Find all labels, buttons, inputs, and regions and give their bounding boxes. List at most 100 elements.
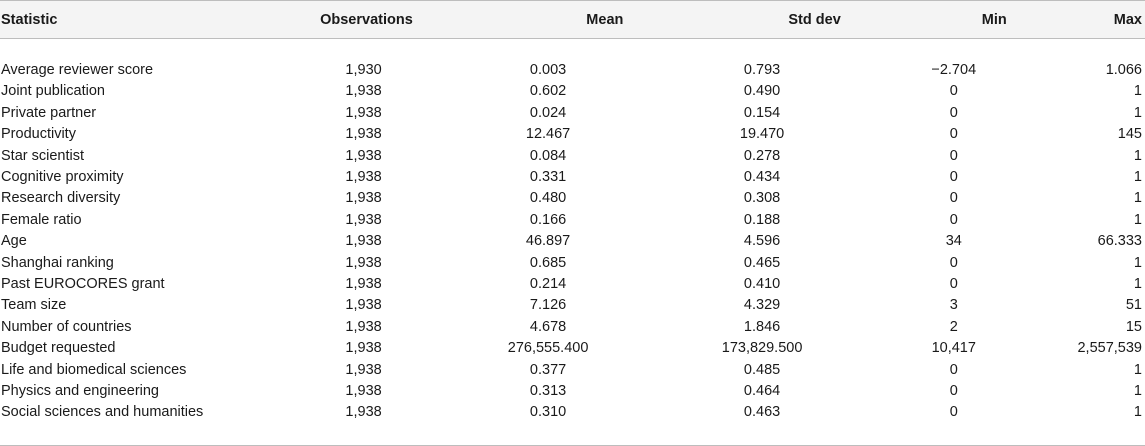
cell-std-dev: 0.490 — [743, 83, 781, 100]
cell-statistic: Life and biomedical sciences — [1, 361, 187, 378]
cell-min: −2.704 — [931, 61, 977, 78]
table-row: Physics and engineering 1,938 0.313 0.464 0 1 — [0, 381, 1145, 402]
table-row: Private partner 1,938 0.024 0.154 0 1 — [0, 103, 1145, 124]
cell-mean: 0.166 — [529, 211, 567, 228]
cell-max: 145 — [1117, 126, 1142, 143]
cell-mean: 0.310 — [529, 404, 567, 421]
cell-statistic: Age — [1, 233, 27, 250]
cell-statistic: Average reviewer score — [1, 61, 154, 78]
cell-observations: 1,938 — [345, 83, 382, 100]
cell-mean: 0.685 — [529, 254, 567, 271]
cell-mean: 4.678 — [529, 318, 567, 335]
cell-std-dev: 0.308 — [743, 190, 781, 207]
cell-min: 10,417 — [931, 340, 976, 357]
header-max: Max — [1006, 0, 1145, 39]
cell-statistic: Private partner — [1, 104, 97, 121]
cell-max: 1 — [1133, 168, 1142, 185]
cell-mean: 0.313 — [529, 382, 567, 399]
cell-mean: 276,555.400 — [507, 340, 589, 357]
cell-max: 51 — [1125, 297, 1142, 314]
cell-observations: 1,938 — [345, 104, 382, 121]
cell-mean: 0.024 — [529, 104, 567, 121]
cell-statistic: Team size — [1, 297, 67, 314]
cell-observations: 1,938 — [345, 211, 382, 228]
cell-statistic: Productivity — [1, 126, 76, 143]
cell-std-dev: 0.485 — [743, 361, 781, 378]
table-row: Female ratio 1,938 0.166 0.188 0 1 — [0, 210, 1145, 231]
cell-min: 34 — [945, 233, 962, 250]
cell-std-dev: 173,829.500 — [721, 340, 803, 357]
cell-std-dev: 1.846 — [743, 318, 781, 335]
cell-observations: 1,938 — [345, 126, 382, 143]
header-row: Statistic Observations Mean Std dev Min … — [0, 0, 1145, 39]
cell-max: 2,557,539 — [1077, 340, 1142, 357]
header-mean: Mean — [412, 0, 624, 39]
table-row: Past EUROCORES grant 1,938 0.214 0.410 0 1 — [0, 274, 1145, 295]
cell-min: 0 — [949, 147, 958, 164]
cell-max: 1 — [1133, 275, 1142, 292]
cell-min: 0 — [949, 404, 958, 421]
cell-max: 1 — [1133, 147, 1142, 164]
cell-mean: 0.602 — [529, 83, 567, 100]
cell-max: 1 — [1133, 211, 1142, 228]
cell-statistic: Shanghai ranking — [1, 254, 114, 271]
cell-mean: 0.214 — [529, 275, 567, 292]
cell-max: 66.333 — [1097, 233, 1142, 250]
cell-std-dev: 0.278 — [743, 147, 781, 164]
cell-statistic: Star scientist — [1, 147, 84, 164]
cell-observations: 1,938 — [345, 318, 382, 335]
spacer-row — [0, 39, 1145, 60]
cell-observations: 1,938 — [345, 361, 382, 378]
cell-min: 0 — [949, 254, 958, 271]
table-row: Social sciences and humanities 1,938 0.310… — [0, 402, 1145, 423]
cell-max: 1 — [1133, 104, 1142, 121]
cell-observations: 1,938 — [345, 340, 382, 357]
cell-min: 0 — [949, 104, 958, 121]
cell-observations: 1,938 — [345, 404, 382, 421]
table-row: Number of countries 1,938 4.678 1.846 2 15 — [0, 317, 1145, 338]
cell-std-dev: 4.329 — [743, 297, 781, 314]
table-row: Age 1,938 46.897 4.596 34 66.333 — [0, 231, 1145, 252]
cell-observations: 1,938 — [345, 147, 382, 164]
spacer-cell — [0, 423, 1145, 446]
cell-mean: 0.003 — [529, 61, 567, 78]
cell-std-dev: 19.470 — [739, 126, 785, 143]
cell-mean: 0.377 — [529, 361, 567, 378]
cell-min: 0 — [949, 126, 958, 143]
cell-observations: 1,938 — [345, 275, 382, 292]
cell-std-dev: 0.793 — [743, 61, 781, 78]
cell-statistic: Number of countries — [1, 318, 132, 335]
cell-observations: 1,938 — [345, 190, 382, 207]
cell-mean: 0.084 — [529, 147, 567, 164]
cell-mean: 0.480 — [529, 190, 567, 207]
header-observations: Observations — [254, 0, 413, 39]
cell-min: 0 — [949, 83, 958, 100]
table-row: Budget requested 1,938 276,555.400 173,829.… — [0, 338, 1145, 359]
cell-max: 1.066 — [1105, 61, 1142, 78]
cell-statistic: Cognitive proximity — [1, 168, 124, 185]
cell-statistic: Female ratio — [1, 211, 82, 228]
cell-statistic: Social sciences and humanities — [1, 404, 204, 421]
cell-max: 1 — [1133, 404, 1142, 421]
cell-observations: 1,938 — [345, 297, 382, 314]
cell-min: 0 — [949, 382, 958, 399]
header-std-dev: Std dev — [623, 0, 841, 39]
table-row: Shanghai ranking 1,938 0.685 0.465 0 1 — [0, 253, 1145, 274]
cell-statistic: Past EUROCORES grant — [1, 275, 165, 292]
cell-observations: 1,938 — [345, 168, 382, 185]
cell-mean: 0.331 — [529, 168, 567, 185]
cell-min: 0 — [949, 168, 958, 185]
cell-min: 0 — [949, 275, 958, 292]
table-body: Average reviewer score 1,930 0.003 0.793 −2.… — [0, 39, 1145, 446]
table-row: Cognitive proximity 1,938 0.331 0.434 0 1 — [0, 167, 1145, 188]
cell-max: 1 — [1133, 190, 1142, 207]
table-row: Star scientist 1,938 0.084 0.278 0 1 — [0, 146, 1145, 167]
cell-max: 1 — [1133, 83, 1142, 100]
table-row: Joint publication 1,938 0.602 0.490 0 1 — [0, 81, 1145, 102]
table-row: Research diversity 1,938 0.480 0.308 0 1 — [0, 188, 1145, 209]
cell-mean: 46.897 — [525, 233, 571, 250]
cell-statistic: Joint publication — [1, 83, 105, 100]
cell-statistic: Research diversity — [1, 190, 121, 207]
cell-std-dev: 0.464 — [743, 382, 781, 399]
